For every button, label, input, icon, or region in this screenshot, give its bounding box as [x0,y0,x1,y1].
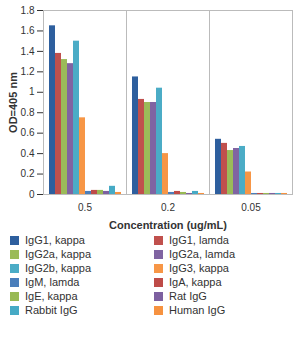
html-text:IgG3, kappa: IgG3, kappa [169,262,229,274]
svg-text:0.8: 0.8 [21,107,35,118]
svg-text:0.2: 0.2 [161,202,175,213]
html-text:IgG2a, lamda: IgG2a, lamda [169,248,235,260]
svg-text:0: 0 [29,189,35,200]
html-text:Rabbit IgG: Rabbit IgG [25,304,78,316]
svg-text:OD=405 nm: OD=405 nm [7,72,19,133]
svg-text:1.2: 1.2 [21,66,35,77]
html-text:IgG1, lamda: IgG1, lamda [169,234,229,246]
svg-text:0.05: 0.05 [241,202,261,213]
html-text:IgE, kappa: IgE, kappa [25,290,78,302]
html-text:Rat IgG: Rat IgG [169,290,207,302]
html-text:IgM, lamda: IgM, lamda [25,276,80,288]
svg-text:0.2: 0.2 [21,168,35,179]
html-text:Human IgG: Human IgG [169,304,226,316]
html-text:IgG1, kappa: IgG1, kappa [25,234,85,246]
svg-text:1.8: 1.8 [21,5,35,16]
html-text:IgG2a, kappa: IgG2a, kappa [25,248,92,260]
svg-text:1: 1 [29,86,35,97]
html-text:IgG2b, kappa: IgG2b, kappa [25,262,92,274]
svg-text:1.6: 1.6 [21,25,35,36]
svg-text:0.6: 0.6 [21,127,35,138]
html-text:IgA, kappa: IgA, kappa [169,276,222,288]
svg-text:0.4: 0.4 [21,148,35,159]
svg-text:0.5: 0.5 [78,202,92,213]
svg-text:1.4: 1.4 [21,46,35,57]
svg-text:Concentration (ug/mL): Concentration (ug/mL) [109,219,227,231]
